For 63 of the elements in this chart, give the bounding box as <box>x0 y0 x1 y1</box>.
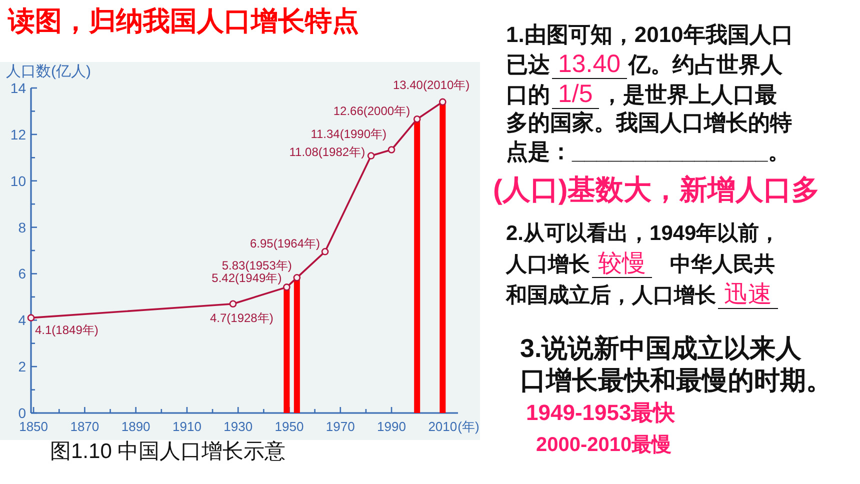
text: 人口增长 <box>506 253 590 276</box>
text: 口的 <box>506 82 550 107</box>
y-tick-label: 2 <box>18 358 26 375</box>
x-tick-label: 1970 <box>326 419 355 434</box>
data-label: 6.95(1964年) <box>250 236 320 251</box>
y-tick-label: 10 <box>10 172 26 189</box>
point <box>413 115 421 123</box>
text: 已达 <box>506 52 550 77</box>
y-tick-label: 12 <box>10 126 26 142</box>
text: 中华人民共 <box>670 253 775 276</box>
point <box>293 274 301 282</box>
y-tick-label: 4 <box>18 312 26 328</box>
text: 2000-2010最慢 <box>536 434 672 456</box>
y-tick-label: 0 <box>18 405 26 421</box>
point <box>439 98 446 106</box>
y-tick-label: 14 <box>10 80 26 96</box>
text: ，是世界上人口最 <box>600 82 777 107</box>
text: 1/5 <box>552 80 599 109</box>
data-label: 4.7(1928年) <box>210 310 274 325</box>
data-label: 4.1(1849年) <box>35 322 98 337</box>
text: 13.40 <box>552 50 627 79</box>
text: (人口)基数大，新增人口多 <box>493 174 820 205</box>
text: 亿。约占世界人 <box>628 52 783 77</box>
text: 迅速 <box>718 281 778 309</box>
bar <box>294 278 300 413</box>
bar <box>284 287 290 413</box>
x-tick-label: 1850 <box>19 419 48 434</box>
x-tick-label: 1990 <box>377 419 406 434</box>
point <box>283 284 290 291</box>
text: 多的国家。我国人口增长的特 <box>506 110 792 135</box>
point <box>321 248 329 256</box>
data-label: 11.34(1990年) <box>310 126 387 141</box>
y-tick-label: 6 <box>18 266 26 282</box>
text: 1949-1953最快 <box>526 400 676 425</box>
x-tick-label: 2010 <box>428 419 458 434</box>
text: 3.说说新中国成立以来人 <box>520 333 802 363</box>
x-tick-label: 1890 <box>121 419 150 434</box>
point <box>388 146 396 154</box>
text: 口增长最快和最慢的时期。 <box>520 365 832 395</box>
data-label: 5.83(1953年) <box>222 258 292 273</box>
x-tick-label: 1870 <box>70 419 100 434</box>
chart-title: 读图，归纳我国人口增长特点 <box>8 6 359 38</box>
bar <box>414 119 420 413</box>
data-label: 5.42(1949年) <box>212 271 282 286</box>
text: 1.由图可知，2010年我国人口 <box>506 22 794 47</box>
point <box>229 300 237 308</box>
text: 2.从可以看出，1949年以前， <box>506 222 780 245</box>
y-tick-label: 8 <box>18 219 26 236</box>
point <box>27 314 35 322</box>
point <box>367 152 375 160</box>
x-tick-label: 1950 <box>274 419 304 434</box>
text: 和国成立后，人口增长 <box>506 284 716 307</box>
bar <box>440 102 446 413</box>
x-axis-title: (年) <box>458 419 480 434</box>
data-label: 11.08(1982年) <box>289 144 366 159</box>
x-tick-label: 1930 <box>224 419 253 434</box>
x-tick-label: 1910 <box>172 419 202 434</box>
caption: 图1.10 中国人口增长示意 <box>50 440 286 463</box>
text: 较慢 <box>592 250 652 278</box>
y-axis-title: 人口数(亿人) <box>6 63 91 80</box>
data-label: 13.40(2010年) <box>392 78 470 92</box>
data-label: 12.66(2000年) <box>333 104 410 118</box>
text: 点是：________________。 <box>506 139 790 164</box>
